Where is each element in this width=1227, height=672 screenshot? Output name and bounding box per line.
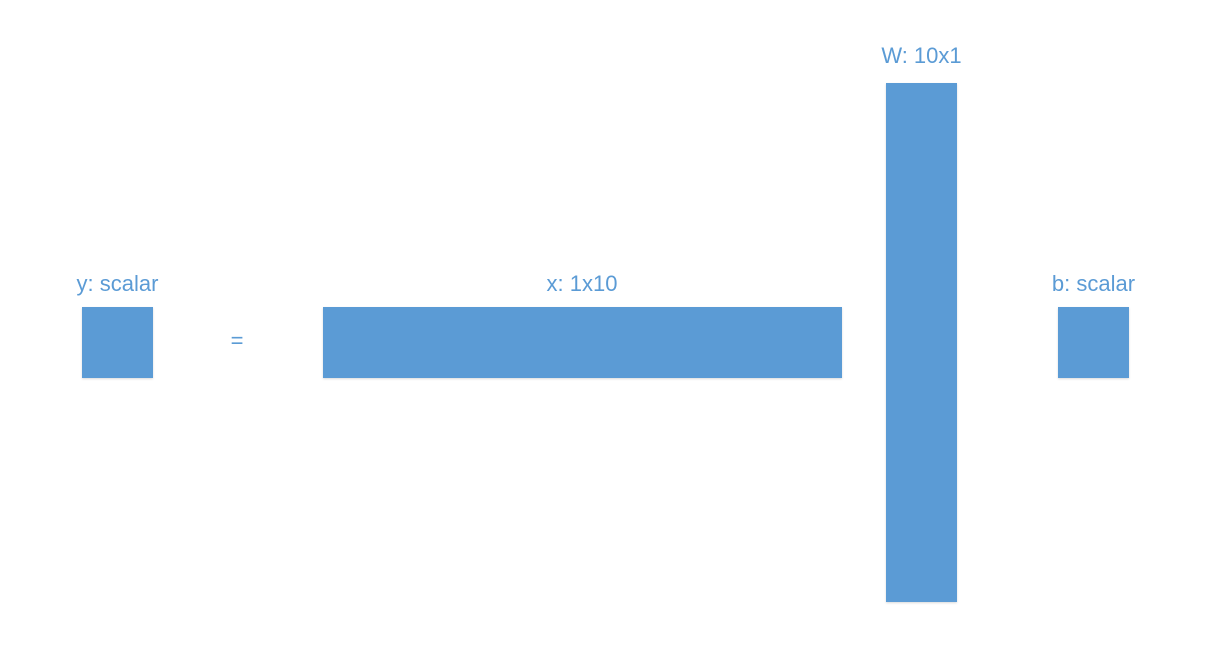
x-vector-block (323, 307, 842, 378)
x-label: x: 1x10 (546, 271, 618, 296)
b-scalar-block (1058, 307, 1129, 378)
w-label: W: 10x1 (881, 43, 962, 68)
y-scalar-block (82, 307, 153, 378)
equals-sign: = (230, 328, 244, 353)
y-label: y: scalar (76, 271, 159, 296)
w-vector-block (886, 83, 957, 602)
b-label: b: scalar (1051, 271, 1136, 296)
